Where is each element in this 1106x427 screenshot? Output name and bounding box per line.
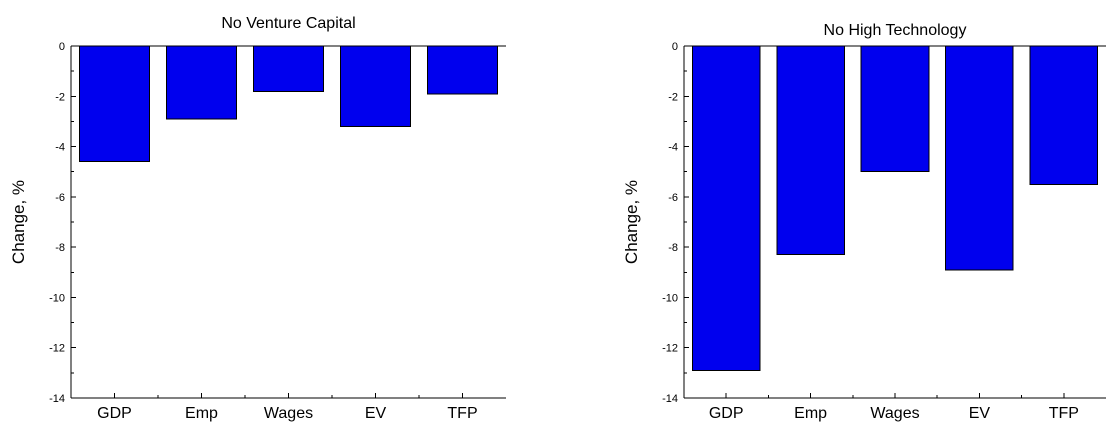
bar-wages	[860, 45, 930, 173]
y-tick-label: -6	[668, 192, 678, 204]
chart-title: No Venture Capital	[221, 15, 355, 32]
chart-no-venture-capital: No Venture Capital Change, % 0 -2 -4 -6 -8 -1…	[9, 15, 506, 422]
bar-ev	[945, 45, 1014, 271]
x-tick-label: TFP	[1049, 405, 1079, 422]
y-tick-label: -4	[668, 142, 678, 154]
y-tick-label: -12	[662, 343, 678, 355]
chart-no-high-technology: No High Technology Change, % 0 -2 -4 -6 -8 -1…	[622, 22, 1106, 422]
x-tick-label: TFP	[447, 405, 477, 422]
y-axis-label: Change, %	[622, 180, 641, 264]
bar-emp	[166, 45, 237, 120]
x-tick-label: Emp	[794, 405, 827, 422]
x-tick-label: Wages	[870, 405, 919, 422]
y-tick-label: 0	[672, 41, 678, 53]
y-tick-label: -8	[55, 242, 65, 254]
x-tick-label: Wages	[264, 405, 313, 422]
bar-gdp	[79, 45, 150, 163]
y-tick-label: -14	[49, 393, 65, 405]
y-tick-label: -2	[668, 91, 678, 103]
bar-gdp	[691, 45, 761, 371]
y-tick-label: -10	[662, 292, 678, 304]
y-tick-label: -10	[49, 292, 65, 304]
bar-tfp	[427, 45, 498, 95]
x-tick-label: EV	[365, 405, 387, 422]
chart-title: No High Technology	[824, 22, 967, 39]
y-tick-label: -8	[668, 242, 678, 254]
bar-tfp	[1029, 45, 1099, 185]
y-tick-label: -6	[55, 192, 65, 204]
y-tick-label: -4	[55, 142, 65, 154]
bar-ev	[340, 45, 411, 127]
x-tick-label: GDP	[97, 405, 132, 422]
y-tick-label: -12	[49, 343, 65, 355]
y-tick-label: 0	[59, 41, 65, 53]
x-tick-label: Emp	[185, 405, 218, 422]
y-tick-label: -14	[662, 393, 678, 405]
x-tick-label: GDP	[709, 405, 744, 422]
y-tick-label: -2	[55, 91, 65, 103]
bar-wages	[253, 45, 324, 92]
bar-emp	[776, 45, 845, 256]
y-axis-label: Change, %	[9, 180, 28, 264]
x-tick-label: EV	[969, 405, 991, 422]
